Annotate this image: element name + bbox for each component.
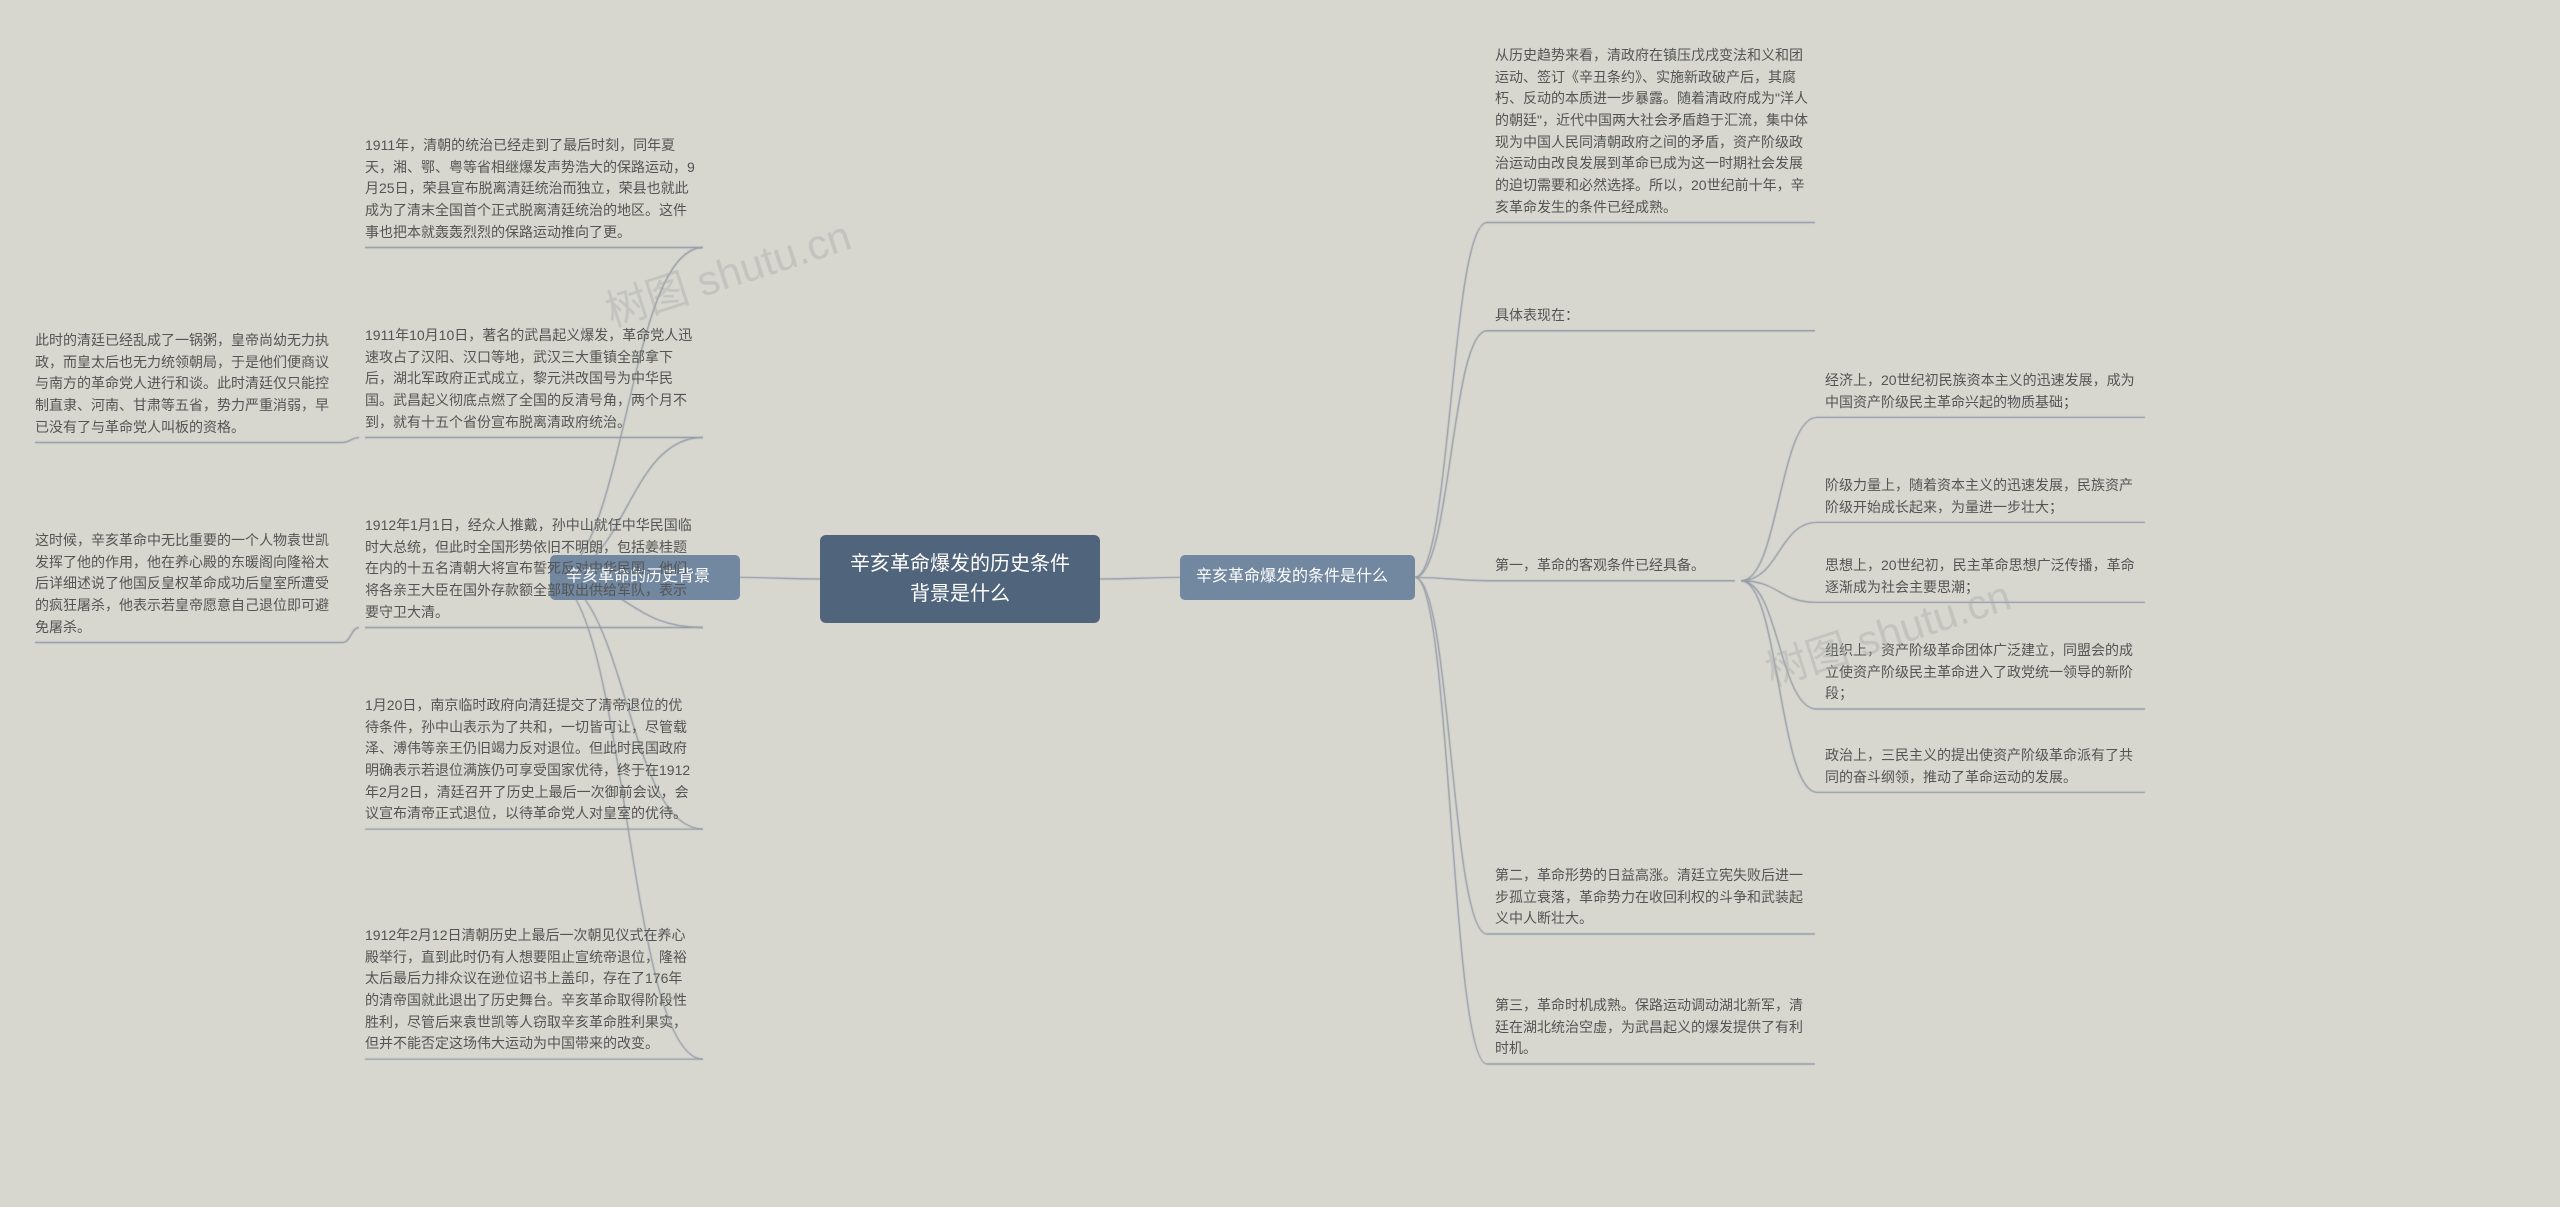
left-outer-2: 这时候，辛亥革命中无比重要的一个人物袁世凯发挥了他的作用，他在养心殿的东暖阁向隆… [35, 530, 335, 638]
right-leaf-2: 具体表现在： [1495, 305, 1815, 327]
root-node: 辛亥革命爆发的历史条件 背景是什么 [820, 535, 1100, 623]
right-topic: 辛亥革命爆发的条件是什么 [1180, 555, 1415, 600]
right-sub-5: 政治上，三民主义的提出使资产阶级革命派有了共同的奋斗纲领，推动了革命运动的发展。 [1825, 745, 2145, 788]
right-leaf-4: 第二，革命形势的日益高涨。清廷立宪失败后进一步孤立衰落，革命势力在收回利权的斗争… [1495, 865, 1815, 930]
left-leaf-4: 1月20日，南京临时政府向清廷提交了清帝退位的优待条件，孙中山表示为了共和，一切… [365, 695, 695, 825]
left-outer-1: 此时的清廷已经乱成了一锅粥，皇帝尚幼无力执政，而皇太后也无力统领朝局，于是他们便… [35, 330, 335, 438]
right-sub-4: 组织上，资产阶级革命团体广泛建立，同盟会的成立使资产阶级民主革命进入了政党统一领… [1825, 640, 2145, 705]
right-leaf-3: 第一，革命的客观条件已经具备。 [1495, 555, 1735, 577]
left-leaf-1: 1911年，清朝的统治已经走到了最后时刻，同年夏天，湘、鄂、粤等省相继爆发声势浩… [365, 135, 695, 243]
left-leaf-2: 1911年10月10日，著名的武昌起义爆发，革命党人迅速攻占了汉阳、汉口等地，武… [365, 325, 695, 433]
right-leaf-1: 从历史趋势来看，清政府在镇压戊戌变法和义和团运动、签订《辛丑条约》、实施新政破产… [1495, 45, 1815, 219]
right-sub-1: 经济上，20世纪初民族资本主义的迅速发展，成为中国资产阶级民主革命兴起的物质基础… [1825, 370, 2145, 413]
right-leaf-5: 第三，革命时机成熟。保路运动调动湖北新军，清廷在湖北统治空虚，为武昌起义的爆发提… [1495, 995, 1815, 1060]
right-sub-2: 阶级力量上，随着资本主义的迅速发展，民族资产阶级开始成长起来，为量进一步壮大； [1825, 475, 2145, 518]
left-leaf-3: 1912年1月1日，经众人推戴，孙中山就任中华民国临时大总统，但此时全国形势依旧… [365, 515, 695, 623]
left-leaf-5: 1912年2月12日清朝历史上最后一次朝见仪式在养心殿举行，直到此时仍有人想要阻… [365, 925, 695, 1055]
right-sub-3: 思想上，20世纪初，民主革命思想广泛传播，革命逐渐成为社会主要思潮； [1825, 555, 2145, 598]
